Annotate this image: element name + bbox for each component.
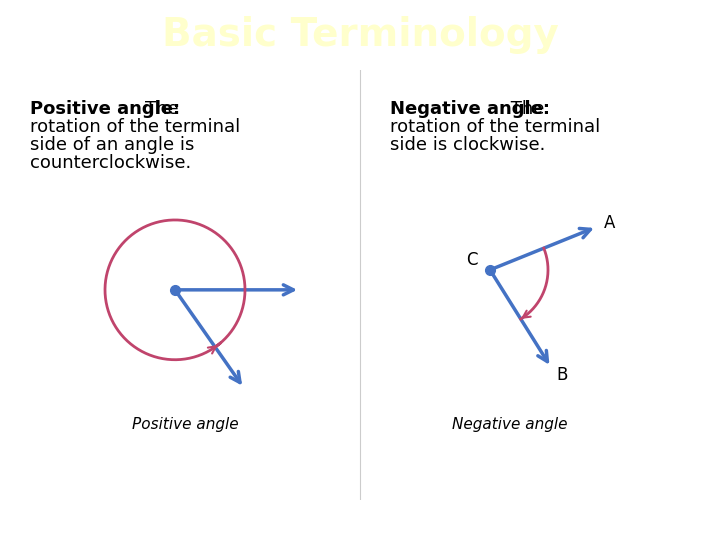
Text: ALWAYS LEARNING: ALWAYS LEARNING (14, 509, 109, 518)
Text: C: C (467, 251, 478, 269)
Text: rotation of the terminal: rotation of the terminal (30, 118, 240, 136)
Text: Copyright © 2013, 2009, 2005 Pearson Education, Inc.: Copyright © 2013, 2009, 2005 Pearson Edu… (217, 509, 503, 519)
Text: side of an angle is: side of an angle is (30, 136, 194, 154)
Text: counterclockwise.: counterclockwise. (30, 154, 192, 172)
Text: side is clockwise.: side is clockwise. (390, 136, 545, 154)
Text: B: B (556, 366, 567, 384)
Text: Basic Terminology: Basic Terminology (161, 16, 559, 54)
Text: Positive angle: Positive angle (132, 417, 238, 431)
Text: Negative angle:: Negative angle: (390, 100, 550, 118)
Text: Positive angle:: Positive angle: (30, 100, 180, 118)
Text: rotation of the terminal: rotation of the terminal (390, 118, 600, 136)
Text: The: The (390, 100, 544, 118)
Text: Negative angle: Negative angle (452, 417, 568, 431)
Text: 7: 7 (689, 506, 698, 521)
Text: The: The (30, 100, 179, 118)
Text: A: A (603, 214, 615, 232)
Text: PEARSON: PEARSON (598, 506, 680, 521)
